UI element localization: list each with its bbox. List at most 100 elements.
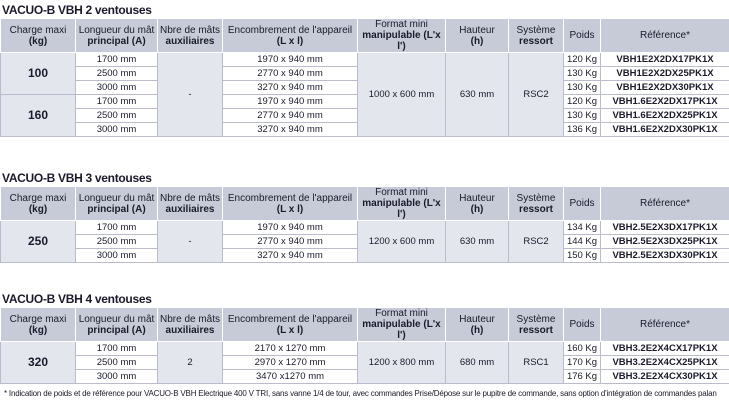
poids-cell: 144 Kg bbox=[563, 234, 601, 249]
section-title: VACUO-B VBH 4 ventouses bbox=[2, 292, 152, 306]
header-cell: Système ressort bbox=[508, 186, 564, 221]
encombrement-cell: 2770 x 940 mm bbox=[222, 234, 358, 249]
header-text: (kg) bbox=[28, 203, 48, 215]
header-cell: Hauteur (h) bbox=[445, 186, 509, 221]
header-cell: Longueur du mât principal (A) bbox=[75, 18, 158, 53]
header-cell: Format mini manipulable (L'x l') bbox=[357, 186, 446, 221]
header-cell: Encombrement de l'appareil (L x l) bbox=[222, 18, 358, 53]
header-cell: Encombrement de l'appareil (L x l) bbox=[222, 307, 358, 342]
header-cell: Charge maxi (kg) bbox=[0, 186, 76, 221]
longueur-cell: 3000 mm bbox=[75, 369, 158, 384]
header-text: ressort bbox=[519, 35, 553, 47]
longueur-cell: 3000 mm bbox=[75, 122, 158, 137]
reference-cell: VBH1E2X2DX17PK1X bbox=[600, 52, 729, 67]
reference-cell: VBH3.2E2X4CX30PK1X bbox=[600, 369, 729, 384]
encombrement-cell: 2970 x 1270 mm bbox=[222, 355, 358, 370]
header-text: Poids bbox=[569, 319, 595, 330]
longueur-cell: 2500 mm bbox=[75, 108, 158, 123]
header-cell: Référence* bbox=[600, 18, 729, 53]
header-text: principal (A) bbox=[87, 324, 146, 336]
header-text: Référence* bbox=[639, 198, 691, 209]
header-text: Longueur du mât bbox=[78, 192, 155, 204]
nbre-cell: 2 bbox=[157, 341, 223, 384]
header-text: auxiliaires bbox=[165, 324, 215, 336]
poids-cell: 136 Kg bbox=[563, 122, 601, 137]
section: VACUO-B VBH 4 ventouses Charge maxi (kg) Lo… bbox=[0, 291, 729, 384]
charge-cell: 100 bbox=[0, 52, 76, 95]
reference-cell: VBH2.5E2X3DX25PK1X bbox=[600, 234, 729, 249]
data-row: 250 1700 mm -1970 x 940 mm 1200 x 600 mm 630… bbox=[0, 220, 729, 263]
header-text: Nbre de mâts bbox=[159, 313, 221, 325]
encombrement-cell: 3470 x1270 mm bbox=[222, 369, 358, 384]
data-row: 160 1700 mm 1970 x 940 mm 120 Kg VBH1.6E2X2D… bbox=[0, 94, 729, 137]
encombrement-cell: 2770 x 940 mm bbox=[222, 66, 358, 81]
header-cell: Nbre de mâts auxiliaires bbox=[157, 307, 223, 342]
format-cell: 1200 x 600 mm bbox=[357, 220, 446, 263]
header-cell: Hauteur (h) bbox=[445, 18, 509, 53]
header-row: Charge maxi (kg) Longueur du mât principal … bbox=[0, 18, 729, 53]
poids-cell: 130 Kg bbox=[563, 80, 601, 95]
header-cell: Longueur du mât principal (A) bbox=[75, 186, 158, 221]
header-text: ressort bbox=[519, 324, 553, 336]
header-cell: Nbre de mâts auxiliaires bbox=[157, 18, 223, 53]
header-text: (h) bbox=[470, 324, 484, 336]
header-text: manipulable (L'x l') bbox=[362, 30, 441, 52]
nbre-cell: - bbox=[157, 52, 223, 137]
longueur-cell: 1700 mm bbox=[75, 341, 158, 356]
header-text: Format mini bbox=[375, 19, 428, 30]
poids-cell: 130 Kg bbox=[563, 108, 601, 123]
header-text: Encombrement de l'appareil bbox=[227, 24, 353, 36]
poids-cell: 120 Kg bbox=[563, 94, 601, 109]
header-text: Référence* bbox=[639, 319, 691, 330]
encombrement-cell: 3270 x 940 mm bbox=[222, 122, 358, 137]
header-text: (h) bbox=[470, 35, 484, 47]
header-cell: Encombrement de l'appareil (L x l) bbox=[222, 186, 358, 221]
header-cell: Hauteur (h) bbox=[445, 307, 509, 342]
encombrement-cell: 2770 x 940 mm bbox=[222, 108, 358, 123]
header-cell: Poids bbox=[563, 186, 601, 221]
footnote: * Indication de poids et de référence po… bbox=[4, 389, 717, 398]
encombrement-cell: 3270 x 940 mm bbox=[222, 80, 358, 95]
data-row: 2500 mm 2970 x 1270 mm 170 Kg VBH3.2E2X4CX2… bbox=[1, 355, 729, 370]
header-text: (L x l) bbox=[276, 35, 304, 47]
header-text: Longueur du mât bbox=[78, 24, 155, 36]
header-cell: Charge maxi (kg) bbox=[0, 307, 76, 342]
header-text: (L x l) bbox=[276, 203, 304, 215]
data-row: 3000 mm 3270 x 940 mm 130 Kg VBH1E2X2DX30PK… bbox=[1, 80, 729, 95]
poids-cell: 130 Kg bbox=[563, 66, 601, 81]
poids-cell: 120 Kg bbox=[563, 52, 601, 67]
header-cell: Système ressort bbox=[508, 307, 564, 342]
reference-cell: VBH3.2E2X4CX17PK1X bbox=[600, 341, 729, 356]
systeme-cell: RSC2 bbox=[508, 52, 564, 137]
header-text: Système bbox=[516, 192, 556, 204]
header-cell: Format mini manipulable (L'x l') bbox=[357, 307, 446, 342]
longueur-cell: 1700 mm bbox=[75, 52, 158, 67]
poids-cell: 150 Kg bbox=[563, 248, 601, 263]
reference-cell: VBH1.6E2X2DX17PK1X bbox=[600, 94, 729, 109]
systeme-cell: RSC2 bbox=[508, 220, 564, 263]
header-cell: Référence* bbox=[600, 307, 729, 342]
header-text: auxiliaires bbox=[165, 35, 215, 47]
encombrement-cell: 2170 x 1270 mm bbox=[222, 341, 358, 356]
reference-cell: VBH1.6E2X2DX25PK1X bbox=[600, 108, 729, 123]
header-cell: Charge maxi (kg) bbox=[0, 18, 76, 53]
header-text: Système bbox=[516, 24, 556, 36]
systeme-cell: RSC1 bbox=[508, 341, 564, 384]
header-text: (L x l) bbox=[276, 324, 304, 336]
charge-cell: 320 bbox=[0, 341, 76, 384]
reference-cell: VBH2.5E2X3DX17PK1X bbox=[600, 220, 729, 235]
hauteur-cell: 630 mm bbox=[445, 220, 509, 263]
header-text: (kg) bbox=[28, 324, 48, 336]
header-text: Encombrement de l'appareil bbox=[227, 192, 353, 204]
longueur-cell: 2500 mm bbox=[75, 66, 158, 81]
reference-cell: VBH1E2X2DX25PK1X bbox=[600, 66, 729, 81]
spec-table: Charge maxi (kg) Longueur du mât principal … bbox=[0, 186, 729, 263]
section-title: VACUO-B VBH 3 ventouses bbox=[2, 171, 152, 185]
header-text: Charge maxi bbox=[9, 313, 67, 325]
data-row: 2500 mm 2770 x 940 mm 130 Kg VBH1.6E2X2DX25… bbox=[1, 108, 729, 123]
data-row: 100 1700 mm -1970 x 940 mm 1000 x 600 mm 630… bbox=[0, 52, 729, 137]
header-text: Encombrement de l'appareil bbox=[227, 313, 353, 325]
reference-cell: VBH1E2X2DX30PK1X bbox=[600, 80, 729, 95]
format-cell: 1200 x 800 mm bbox=[357, 341, 446, 384]
